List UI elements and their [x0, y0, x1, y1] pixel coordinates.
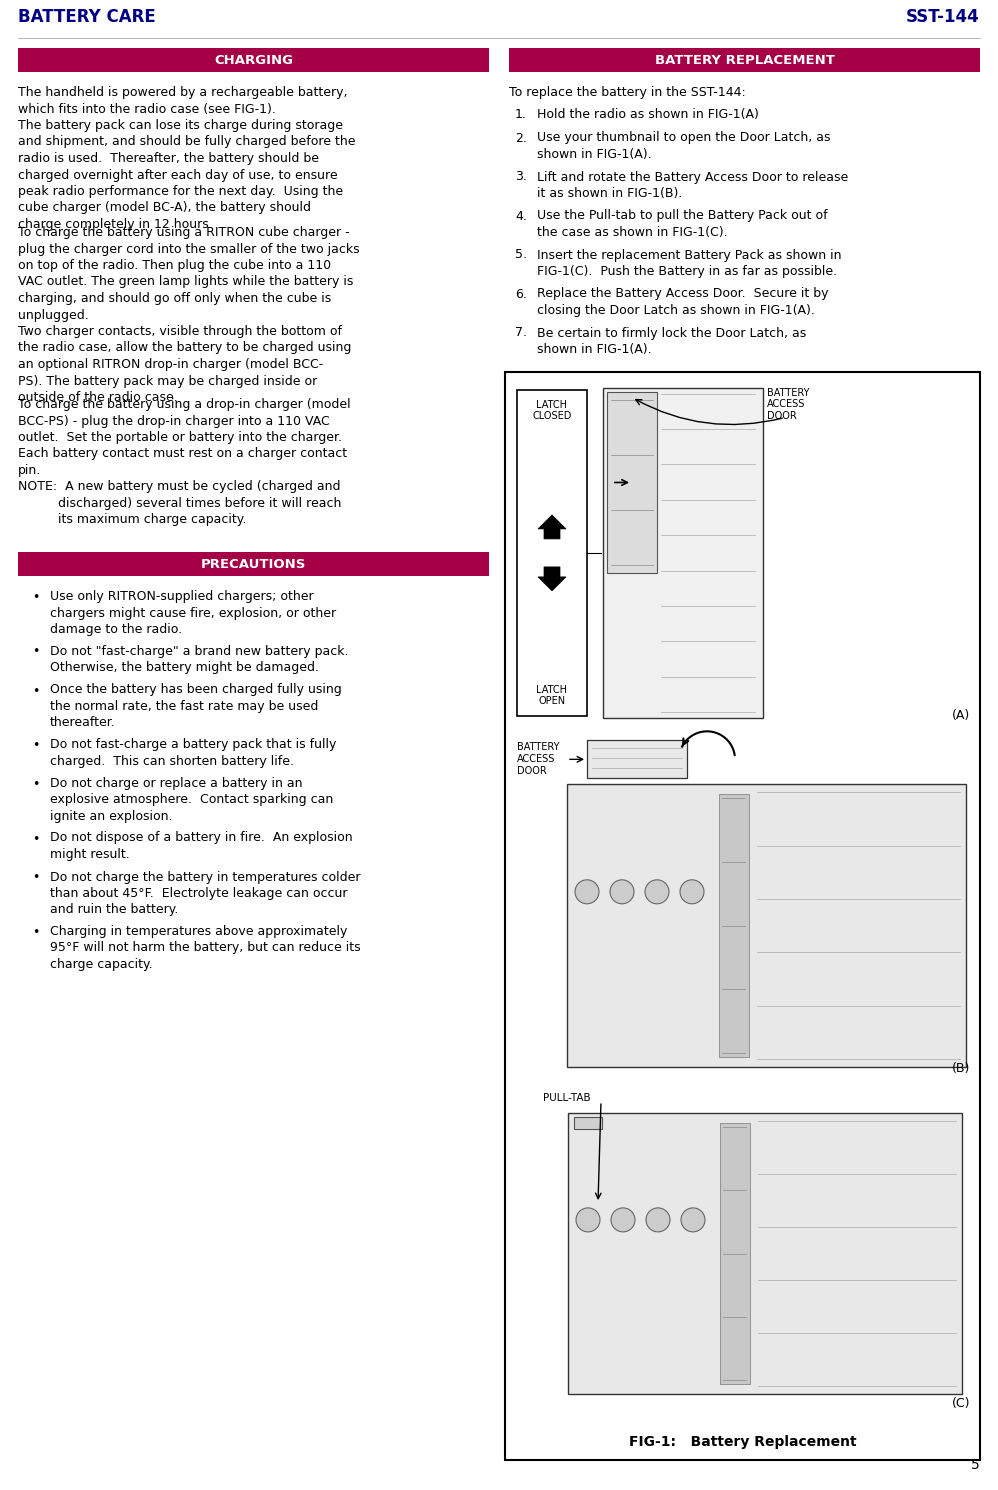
Text: LATCH
OPEN: LATCH OPEN	[537, 685, 568, 706]
Bar	[607, 392, 657, 574]
Text: To replace the battery in the SST-144:: To replace the battery in the SST-144:	[509, 86, 746, 98]
Text: Do not dispose of a battery in fire.  An explosion
might result.: Do not dispose of a battery in fire. An …	[50, 831, 352, 861]
Circle shape	[610, 879, 634, 904]
Bar	[505, 371, 980, 1460]
Text: 7.: 7.	[515, 326, 527, 340]
Circle shape	[575, 879, 599, 904]
Text: •: •	[32, 645, 39, 659]
Bar	[574, 1118, 602, 1129]
Text: 1.: 1.	[515, 107, 527, 121]
Text: (B): (B)	[952, 1062, 970, 1076]
Bar	[720, 1123, 750, 1384]
Bar	[18, 551, 489, 577]
Text: Hold the radio as shown in FIG-1(A): Hold the radio as shown in FIG-1(A)	[537, 107, 758, 121]
Text: BATTERY
ACCESS
DOOR: BATTERY ACCESS DOOR	[517, 742, 560, 775]
Bar	[18, 48, 489, 72]
Circle shape	[680, 879, 704, 904]
Text: Be certain to firmly lock the Door Latch, as
shown in FIG-1(A).: Be certain to firmly lock the Door Latch…	[537, 326, 806, 356]
Text: BATTERY CARE: BATTERY CARE	[18, 7, 156, 25]
Text: •: •	[32, 833, 39, 845]
Text: Insert the replacement Battery Pack as shown in
FIG-1(C).  Push the Battery in a: Insert the replacement Battery Pack as s…	[537, 249, 841, 279]
Text: Replace the Battery Access Door.  Secure it by
closing the Door Latch as shown i: Replace the Battery Access Door. Secure …	[537, 288, 828, 317]
Circle shape	[646, 1208, 670, 1232]
Text: 3.: 3.	[515, 170, 527, 183]
Text: CHARGING: CHARGING	[214, 54, 293, 67]
Polygon shape	[538, 516, 566, 539]
Text: PULL-TAB: PULL-TAB	[543, 1094, 591, 1103]
Text: Once the battery has been charged fully using
the normal rate, the fast rate may: Once the battery has been charged fully …	[50, 684, 341, 730]
Text: NOTE:  A new battery must be cycled (charged and
          discharged) several t: NOTE: A new battery must be cycled (char…	[18, 480, 341, 526]
Text: To charge the battery using a drop-in charger (model
BCC-PS) - plug the drop-in : To charge the battery using a drop-in ch…	[18, 398, 350, 477]
Text: 4.: 4.	[515, 210, 527, 222]
Bar	[719, 794, 749, 1058]
Circle shape	[611, 1208, 635, 1232]
Text: •: •	[32, 684, 39, 697]
Bar	[568, 1113, 962, 1395]
Text: Lift and rotate the Battery Access Door to release
it as shown in FIG-1(B).: Lift and rotate the Battery Access Door …	[537, 170, 848, 200]
Text: (A): (A)	[952, 709, 970, 723]
Text: •: •	[32, 778, 39, 791]
Text: Use your thumbnail to open the Door Latch, as
shown in FIG-1(A).: Use your thumbnail to open the Door Latc…	[537, 131, 830, 161]
Text: PRECAUTIONS: PRECAUTIONS	[201, 557, 306, 571]
Bar	[603, 387, 763, 718]
Text: (C): (C)	[951, 1398, 970, 1410]
Circle shape	[645, 879, 669, 904]
Bar	[567, 784, 966, 1067]
Bar	[517, 389, 587, 717]
Text: BATTERY
ACCESS
DOOR: BATTERY ACCESS DOOR	[767, 387, 809, 420]
Text: The handheld is powered by a rechargeable battery,
which fits into the radio cas: The handheld is powered by a rechargeabl…	[18, 86, 355, 231]
Text: FIG-1:   Battery Replacement: FIG-1: Battery Replacement	[629, 1435, 856, 1448]
Text: 5: 5	[971, 1459, 980, 1472]
Text: Use the Pull-tab to pull the Battery Pack out of
the case as shown in FIG-1(C).: Use the Pull-tab to pull the Battery Pac…	[537, 210, 827, 238]
Circle shape	[681, 1208, 705, 1232]
Text: Do not charge the battery in temperatures colder
than about 45°F.  Electrolyte l: Do not charge the battery in temperature…	[50, 870, 360, 916]
Text: Do not "fast-charge" a brand new battery pack.
Otherwise, the battery might be d: Do not "fast-charge" a brand new battery…	[50, 645, 348, 673]
Text: •: •	[32, 739, 39, 752]
Text: 2.: 2.	[515, 131, 527, 145]
Text: Do not fast-charge a battery pack that is fully
charged.  This can shorten batte: Do not fast-charge a battery pack that i…	[50, 738, 336, 767]
Text: LATCH
CLOSED: LATCH CLOSED	[532, 399, 572, 422]
Polygon shape	[538, 566, 566, 592]
Text: To charge the battery using a RITRON cube charger -
plug the charger cord into t: To charge the battery using a RITRON cub…	[18, 226, 359, 404]
Text: 5.: 5.	[515, 249, 527, 262]
Text: Do not charge or replace a battery in an
explosive atmosphere.  Contact sparking: Do not charge or replace a battery in an…	[50, 776, 333, 822]
Circle shape	[576, 1208, 600, 1232]
Bar	[509, 48, 980, 72]
Text: 6.: 6.	[515, 288, 527, 301]
Text: BATTERY REPLACEMENT: BATTERY REPLACEMENT	[655, 54, 834, 67]
Bar	[587, 741, 687, 778]
Text: Use only RITRON-supplied chargers; other
chargers might cause fire, explosion, o: Use only RITRON-supplied chargers; other…	[50, 590, 336, 636]
Text: •: •	[32, 592, 39, 603]
Text: •: •	[32, 872, 39, 885]
Text: •: •	[32, 925, 39, 939]
Text: SST-144: SST-144	[906, 7, 980, 25]
Text: Charging in temperatures above approximately
95°F will not harm the battery, but: Charging in temperatures above approxima…	[50, 925, 360, 971]
